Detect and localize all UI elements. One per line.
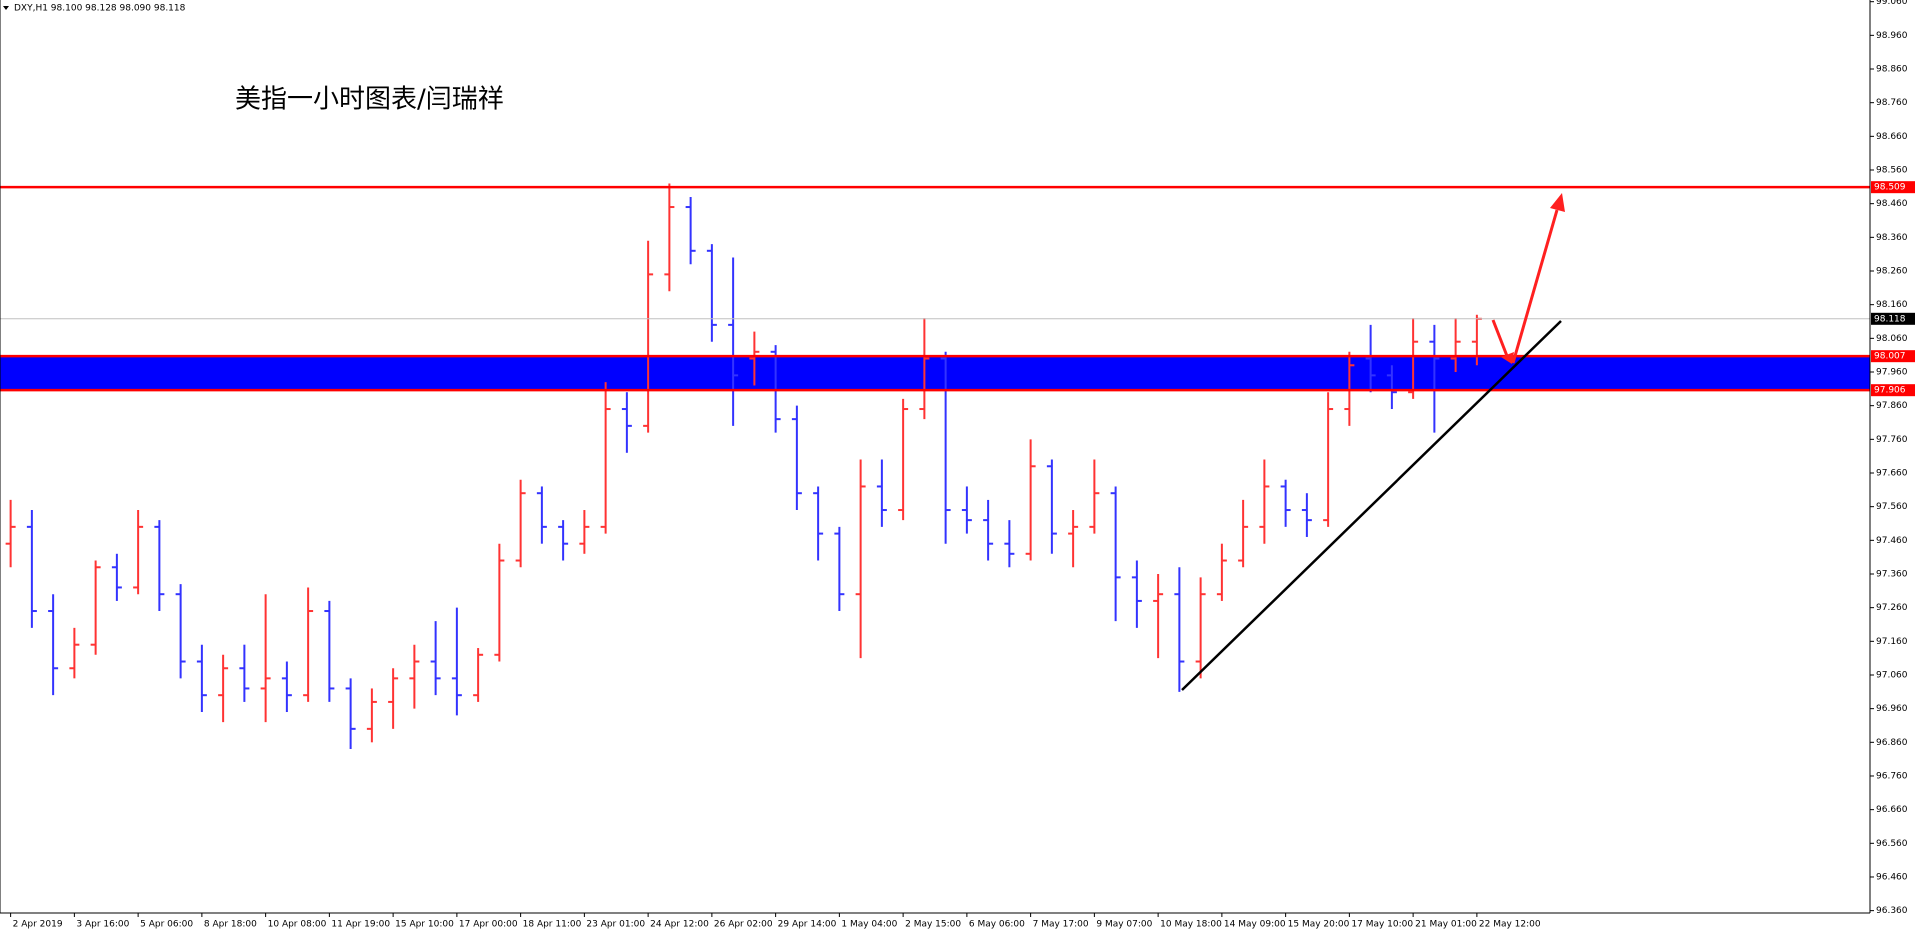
x-tick-label: 10 May 18:00 [1160,920,1222,930]
y-tick-label: 96.560 [1876,839,1908,849]
price-label: 98.509 [1874,183,1906,193]
x-tick-label: 2 May 15:00 [905,920,961,930]
y-tick-label: 98.160 [1876,300,1908,310]
y-tick-label: 97.760 [1876,435,1908,445]
y-tick-label: 98.260 [1876,267,1908,277]
x-tick-label: 15 May 20:00 [1288,920,1350,930]
bars-layer [5,183,1482,750]
y-tick-label: 97.360 [1876,569,1908,579]
x-tick-label: 2 Apr 2019 [13,920,63,930]
price-label-box [1871,350,1915,363]
y-tick-label: 97.460 [1876,536,1908,546]
zone [0,356,1870,391]
y-tick-label: 98.060 [1876,334,1908,344]
price-label: 98.118 [1874,314,1906,324]
x-tick-label: 14 May 09:00 [1224,920,1286,930]
arrow-head [1501,352,1514,364]
y-tick-label: 97.260 [1876,603,1908,613]
x-tick-label: 22 May 12:00 [1479,920,1541,930]
y-tick-label: 96.660 [1876,805,1908,815]
symbol-info: DXY,H1 98.100 98.128 98.090 98.118 [14,4,186,14]
arrow-up [1511,209,1559,364]
y-tick-label: 98.560 [1876,166,1908,176]
x-tick-label: 15 Apr 10:00 [395,920,454,930]
x-tick-label: 5 Apr 06:00 [140,920,193,930]
x-tick-label: 10 Apr 08:00 [268,920,327,930]
y-tick-label: 97.560 [1876,502,1908,512]
x-tick-label: 7 May 17:00 [1033,920,1089,930]
x-tick-label: 18 Apr 11:00 [523,920,582,930]
y-tick-label: 98.860 [1876,65,1908,75]
zone-layer [0,356,1870,391]
arrow-down [1491,319,1509,357]
y-tick-label: 96.860 [1876,738,1908,748]
x-tick-label: 11 Apr 19:00 [331,920,390,930]
y-tick-label: 98.360 [1876,233,1908,243]
y-tick-label: 97.060 [1876,670,1908,680]
price-label: 98.007 [1874,352,1906,362]
y-tick-label: 98.660 [1876,132,1908,142]
x-tick-label: 8 Apr 18:00 [204,920,257,930]
trend-line [1181,320,1562,691]
menu-icon[interactable] [3,6,9,10]
x-tick-label: 21 May 01:00 [1415,920,1477,930]
x-tick-label: 23 Apr 01:00 [586,920,645,930]
arrow-head [1550,193,1565,212]
y-tick-label: 98.960 [1876,31,1908,41]
y-tick-label: 96.360 [1876,906,1908,916]
price-label-box [1871,312,1915,325]
levels-layer [0,185,1870,392]
price-label-box [1871,181,1915,194]
annotation: 美指一小时图表/闫瑞祥 [235,85,504,115]
y-tick-label: 96.960 [1876,704,1908,714]
x-tick-label: 17 Apr 00:00 [459,920,518,930]
y-tick-label: 99.060 [1876,0,1908,7]
y-tick-label: 98.760 [1876,98,1908,108]
x-tick-label: 29 Apr 14:00 [778,920,837,930]
price-label-box [1871,384,1915,397]
x-tick-label: 17 May 10:00 [1351,920,1413,930]
y-tick-label: 97.160 [1876,637,1908,647]
x-tick-label: 3 Apr 16:00 [76,920,129,930]
x-tick-label: 9 May 07:00 [1096,920,1152,930]
x-tick-label: 26 Apr 02:00 [714,920,773,930]
x-tick-label: 24 Apr 12:00 [650,920,709,930]
y-tick-label: 98.460 [1876,199,1908,209]
y-tick-label: 97.660 [1876,468,1908,478]
price-label: 97.906 [1874,386,1906,396]
y-tick-label: 97.960 [1876,368,1908,378]
x-tick-label: 6 May 06:00 [969,920,1025,930]
y-tick-label: 96.460 [1876,872,1908,882]
x-tick-label: 1 May 04:00 [841,920,897,930]
y-tick-label: 97.860 [1876,401,1908,411]
y-tick-label: 96.760 [1876,771,1908,781]
